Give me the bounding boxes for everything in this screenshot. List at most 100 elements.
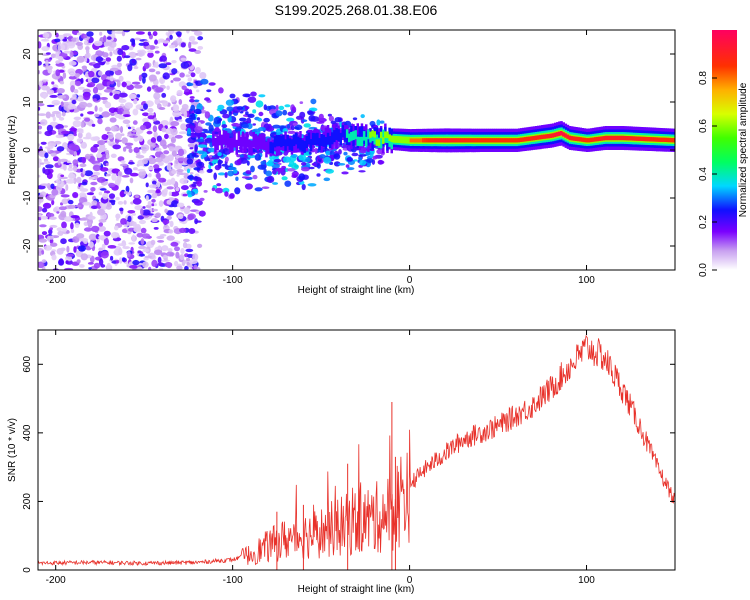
scatter-blob (301, 183, 306, 191)
noise-blob (72, 192, 79, 198)
scatter-blob (261, 186, 270, 189)
x-tick-label: 100 (578, 575, 595, 586)
ridge-core (436, 138, 440, 143)
noise-blob (42, 32, 50, 38)
scatter-blob (257, 164, 267, 170)
ridge-cell (339, 132, 342, 145)
noise-blob (177, 213, 184, 219)
noise-blob (174, 246, 180, 252)
scatter-blob (341, 171, 349, 175)
noise-blob (177, 148, 185, 157)
scatter-blob (247, 154, 256, 159)
noise-blob (164, 208, 168, 214)
noise-blob (117, 243, 127, 247)
ridge-core (470, 138, 474, 143)
noise-blob (135, 31, 145, 35)
noise-blob (176, 202, 185, 208)
noise-blob (118, 98, 127, 103)
noise-blob (170, 80, 174, 83)
noise-blob (188, 259, 198, 265)
ridge-cell (297, 136, 300, 149)
noise-blob (113, 93, 120, 100)
noise-blob (135, 104, 144, 110)
noise-blob (150, 239, 156, 246)
scatter-blob (246, 117, 252, 125)
noise-blob (53, 207, 58, 213)
x-tick-label: 0 (407, 275, 413, 286)
ridge-cell (254, 133, 258, 150)
ridge-cell (301, 139, 304, 152)
noise-blob (157, 256, 162, 264)
snr-line (38, 334, 675, 567)
noise-blob (84, 153, 91, 160)
ridge-cell (305, 136, 308, 148)
noise-blob (136, 232, 144, 238)
noise-blob (41, 79, 49, 82)
noise-blob (111, 200, 116, 206)
noise-blob (166, 163, 172, 171)
noise-blob (90, 187, 96, 192)
noise-blob (135, 57, 142, 61)
noise-blob (41, 38, 50, 42)
scatter-blob (214, 164, 221, 171)
scatter-blob (217, 159, 223, 164)
noise-blob (111, 231, 119, 239)
scatter-blob (314, 147, 318, 154)
noise-blob (169, 220, 174, 228)
ridge-cell (265, 141, 268, 158)
ridge-cell (418, 138, 421, 143)
ridge-core (515, 138, 518, 143)
noise-blob (80, 184, 84, 192)
noise-blob (61, 198, 69, 205)
noise-blob (52, 110, 60, 115)
noise-blob (151, 203, 155, 207)
noise-blob (92, 86, 99, 94)
noise-blob (162, 72, 170, 80)
scatter-blob (252, 174, 258, 180)
ridge-cell (273, 136, 277, 148)
noise-blob (166, 262, 172, 269)
noise-blob (38, 194, 44, 200)
noise-blob (46, 89, 55, 95)
noise-blob (80, 77, 84, 84)
ridge-core (581, 137, 584, 142)
scatter-blob (263, 104, 267, 111)
noise-blob (41, 259, 47, 263)
scatter-blob (194, 144, 198, 152)
noise-blob (134, 195, 140, 198)
scatter-blob (191, 115, 196, 121)
noise-blob (157, 161, 164, 166)
ridge-core (460, 138, 463, 143)
noise-blob (118, 247, 123, 255)
ridge-core (608, 135, 612, 141)
noise-blob (136, 94, 141, 98)
noise-blob (108, 183, 116, 188)
noise-blob (87, 81, 96, 88)
scatter-blob (217, 152, 222, 157)
colorbar-label: Normalized spectral amplitude (738, 82, 749, 217)
noise-blob (116, 80, 121, 88)
snr-frame (37, 329, 676, 571)
scatter-blob (206, 89, 212, 93)
noise-blob (158, 63, 168, 69)
noise-blob (56, 227, 63, 232)
snr-panel (38, 334, 675, 570)
noise-blob (38, 251, 42, 256)
noise-blob (44, 130, 53, 137)
noise-blob (129, 265, 138, 269)
scatter-blob (244, 94, 251, 98)
y-tick-label: 0 (22, 147, 33, 153)
noise-blob (167, 248, 173, 253)
ridge-core (543, 134, 546, 139)
noise-blob (59, 80, 65, 85)
scatter-blob (186, 154, 191, 159)
noise-blob (38, 113, 47, 116)
ridge-core (555, 132, 559, 137)
ridge-cell (409, 138, 413, 143)
ridge-core (657, 137, 661, 142)
noise-blob (76, 176, 82, 184)
ridge-core (483, 138, 486, 143)
ridge-core (538, 135, 542, 140)
noise-blob (67, 68, 76, 75)
noise-blob (113, 111, 118, 115)
